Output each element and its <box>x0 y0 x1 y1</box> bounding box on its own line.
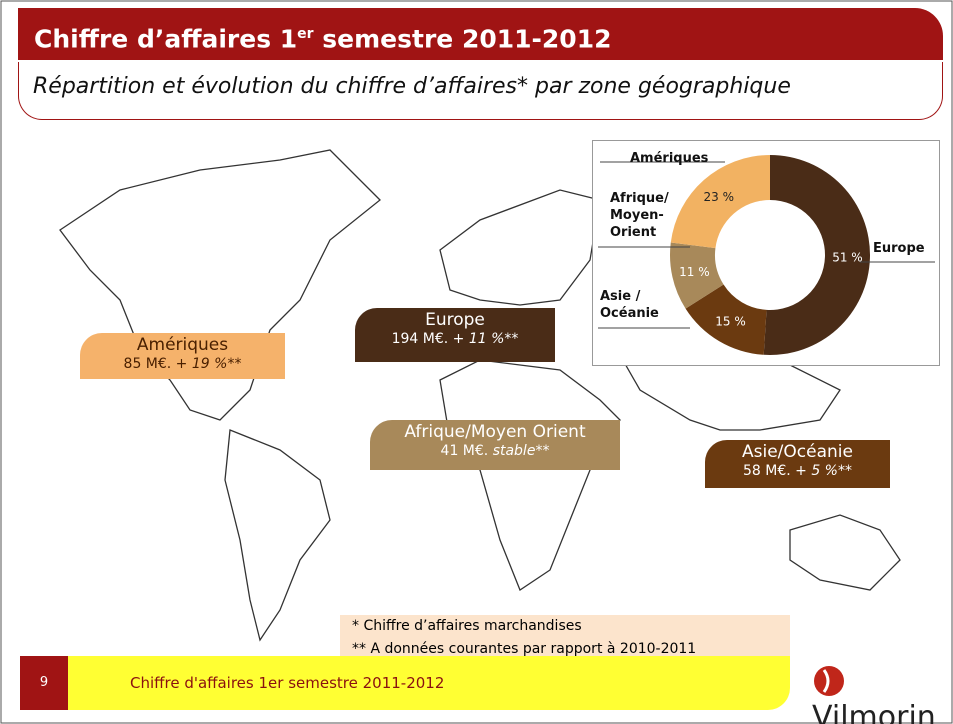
region-change: 5 % <box>811 463 838 479</box>
region-box: Europe 194 M€. + 11 %** <box>355 308 555 362</box>
logo-icon <box>814 666 844 696</box>
region-note: ** <box>504 331 519 347</box>
category-label: Europe <box>873 241 925 256</box>
category-label: Amériques <box>630 151 709 166</box>
category-label: Afrique/ Moyen- Orient <box>610 191 669 240</box>
region-name: Asie/Océanie <box>742 442 853 462</box>
value-label: 11 % <box>679 265 710 279</box>
value-label: 51 % <box>832 250 863 264</box>
footer: Chiffre d'affaires 1er semestre 2011-201… <box>20 656 790 710</box>
region-change: stable <box>492 443 536 459</box>
region-box: Asie/Océanie 58 M€. + 5 %** <box>705 440 890 488</box>
region-change: 11 % <box>468 331 505 347</box>
region-box: Amériques 85 M€. + 19 %** <box>80 333 285 379</box>
subtitle: Répartition et évolution du chiffre d’af… <box>18 62 943 120</box>
title-sup: er <box>297 26 314 42</box>
region-change: 19 % <box>191 356 228 372</box>
region-box: Afrique/Moyen Orient 41 M€. stable** <box>370 420 620 470</box>
region-amount: 194 M€. + <box>391 331 469 347</box>
value-label: 15 % <box>715 315 746 329</box>
page-number: 9 <box>20 656 68 710</box>
region-note: ** <box>227 356 242 372</box>
note: ** A données courantes par rapport à 201… <box>352 641 697 657</box>
donut-chart: 51 % 15 % 11 % 23 % <box>598 155 935 355</box>
region-note: ** <box>838 463 852 479</box>
donut-segment <box>670 155 770 249</box>
logo-text: Vilmorin <box>812 700 936 724</box>
value-label: 23 % <box>703 190 734 204</box>
region-amount: 58 M€. + <box>742 463 812 479</box>
note: * Chiffre d’affaires marchandises <box>352 618 582 634</box>
region-name: Amériques <box>136 335 229 355</box>
category-label: Asie / Océanie <box>600 289 659 321</box>
region-name: Europe <box>425 310 485 330</box>
header-title: Chiffre d’affaires 1er semestre 2011-201… <box>18 8 943 60</box>
region-note: ** <box>535 443 550 459</box>
region-amount: 85 M€. + <box>123 356 192 372</box>
donut-segment <box>763 155 871 355</box>
title: Chiffre d’affaires 1 <box>34 24 298 54</box>
logo: Vilmorin <box>812 664 953 724</box>
region-amount: 41 M€. <box>440 443 493 459</box>
donut-segment <box>685 284 767 355</box>
donut-segment <box>670 242 724 309</box>
title-end: semestre 2011-2012 <box>313 24 612 54</box>
region-name: Afrique/Moyen Orient <box>404 422 586 442</box>
